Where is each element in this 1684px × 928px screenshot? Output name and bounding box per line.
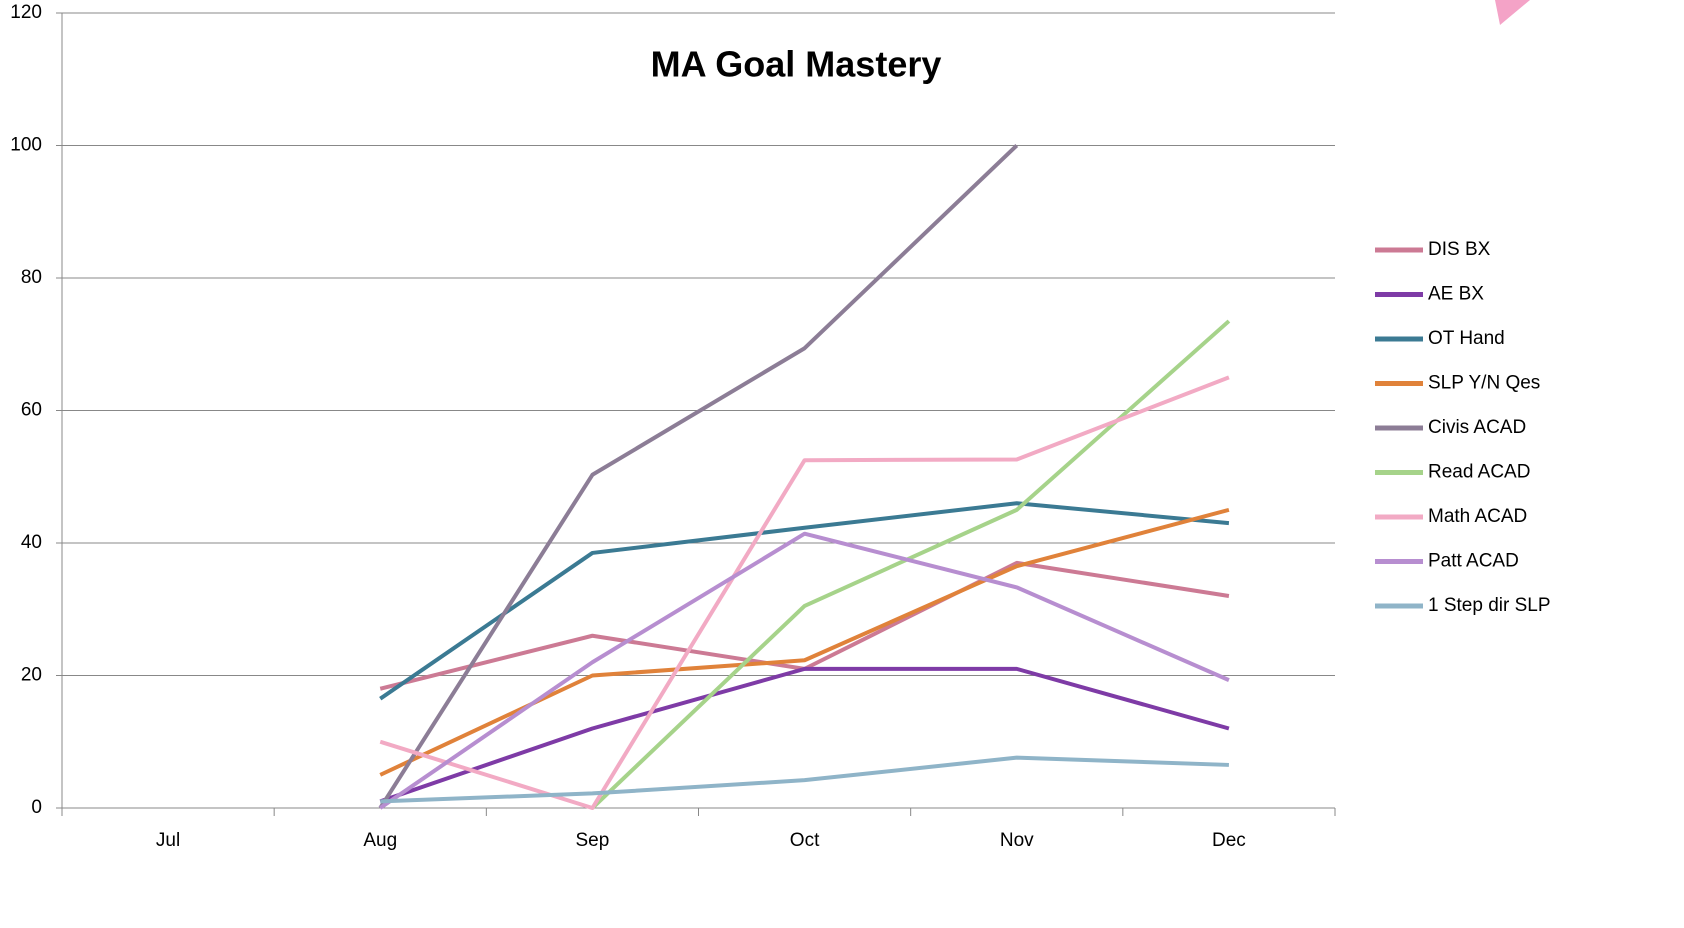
- series-line: [379, 531, 1230, 810]
- legend-label: Patt ACAD: [1428, 551, 1519, 572]
- x-tick-label: Jul: [156, 830, 180, 851]
- series-line: [379, 666, 1230, 804]
- y-tick-label: 60: [21, 400, 42, 421]
- legend-label: OT Hand: [1428, 328, 1505, 349]
- series-line: [379, 375, 1230, 810]
- legend-label: Civis ACAD: [1428, 417, 1526, 438]
- y-tick-label: 100: [10, 135, 42, 156]
- series-line: [591, 319, 1231, 810]
- x-tick-label: Sep: [576, 830, 610, 851]
- x-tick-label: Aug: [363, 830, 397, 851]
- legend-label: SLP Y/N Qes: [1428, 373, 1540, 394]
- series-line: [378, 144, 1019, 810]
- y-tick-label: 120: [10, 2, 42, 23]
- series-line: [379, 507, 1230, 777]
- y-tick-label: 40: [21, 532, 42, 553]
- y-tick-label: 80: [21, 267, 42, 288]
- decoration: [1495, 0, 1530, 25]
- chart-title: MA Goal Mastery: [651, 44, 942, 85]
- y-tick-label: 0: [31, 797, 42, 818]
- y-tick-label: 20: [21, 665, 42, 686]
- legend-label: 1 Step dir SLP: [1428, 595, 1551, 616]
- x-tick-label: Dec: [1212, 830, 1246, 851]
- series-line: [380, 755, 1229, 804]
- x-tick-label: Nov: [1000, 830, 1034, 851]
- legend-label: AE BX: [1428, 284, 1484, 305]
- legend-label: DIS BX: [1428, 239, 1491, 260]
- legend-label: Math ACAD: [1428, 506, 1527, 527]
- legend-label: Read ACAD: [1428, 462, 1530, 483]
- series-line: [379, 501, 1230, 701]
- x-tick-label: Oct: [790, 830, 820, 851]
